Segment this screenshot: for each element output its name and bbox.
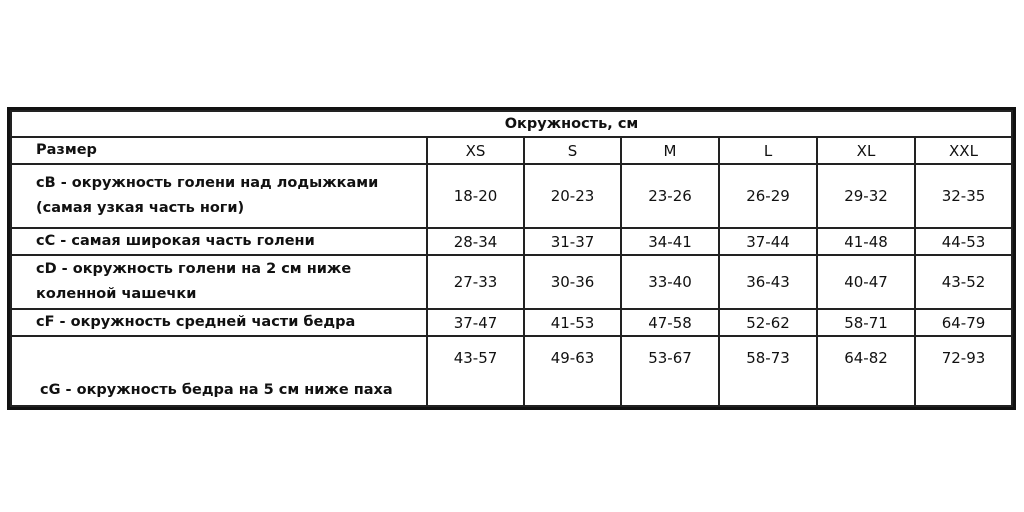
cell: 31-37 — [523, 227, 622, 256]
cell: 47-58 — [620, 308, 720, 337]
cell: 43-57 — [426, 335, 525, 407]
cell: 20-23 — [523, 163, 622, 229]
table-row: cC - самая широкая часть голени 28-34 31… — [10, 227, 1013, 256]
cell: 41-53 — [523, 308, 622, 337]
cell: 23-26 — [620, 163, 720, 229]
cell: 27-33 — [426, 254, 525, 310]
cell: 18-20 — [426, 163, 525, 229]
row-label: cB - окружность голени над лодыжками (са… — [10, 163, 428, 229]
cell: 28-34 — [426, 227, 525, 256]
cell: 32-35 — [914, 163, 1013, 229]
cell: 41-48 — [816, 227, 916, 256]
cell: 72-93 — [914, 335, 1013, 407]
cell: 36-43 — [718, 254, 818, 310]
table-title-row: Окружность, см — [10, 110, 1013, 138]
cell: 40-47 — [816, 254, 916, 310]
cell: 58-71 — [816, 308, 916, 337]
cell: 29-32 — [816, 163, 916, 229]
size-s: S — [523, 136, 622, 165]
cell: 64-82 — [816, 335, 916, 407]
cell: 43-52 — [914, 254, 1013, 310]
cell: 37-47 — [426, 308, 525, 337]
row-label: cG - окружность бедра на 5 см ниже паха — [10, 335, 428, 407]
table-row: cG - окружность бедра на 5 см ниже паха … — [10, 335, 1013, 407]
cell: 26-29 — [718, 163, 818, 229]
size-header-label: Размер — [10, 136, 428, 165]
table-row: cF - окружность средней части бедра 37-4… — [10, 308, 1013, 337]
cell: 33-40 — [620, 254, 720, 310]
cell: 30-36 — [523, 254, 622, 310]
table-row: cD - окружность голени на 2 см ниже коле… — [10, 254, 1013, 310]
size-xxl: XXL — [914, 136, 1013, 165]
size-chart-table: Окружность, см Размер XS S M L XL XXL cB… — [7, 107, 1016, 410]
size-xs: XS — [426, 136, 525, 165]
row-label: cF - окружность средней части бедра — [10, 308, 428, 337]
row-label: cD - окружность голени на 2 см ниже коле… — [10, 254, 428, 310]
size-xl: XL — [816, 136, 916, 165]
cell: 58-73 — [718, 335, 818, 407]
cell: 52-62 — [718, 308, 818, 337]
cell: 53-67 — [620, 335, 720, 407]
cell: 37-44 — [718, 227, 818, 256]
cell: 64-79 — [914, 308, 1013, 337]
cell: 49-63 — [523, 335, 622, 407]
size-m: M — [620, 136, 720, 165]
cell: 44-53 — [914, 227, 1013, 256]
cell: 34-41 — [620, 227, 720, 256]
size-l: L — [718, 136, 818, 165]
row-label: cC - самая широкая часть голени — [10, 227, 428, 256]
header-row: Размер XS S M L XL XXL — [10, 136, 1013, 165]
table-title: Окружность, см — [10, 110, 1013, 138]
table-row: cB - окружность голени над лодыжками (са… — [10, 163, 1013, 229]
